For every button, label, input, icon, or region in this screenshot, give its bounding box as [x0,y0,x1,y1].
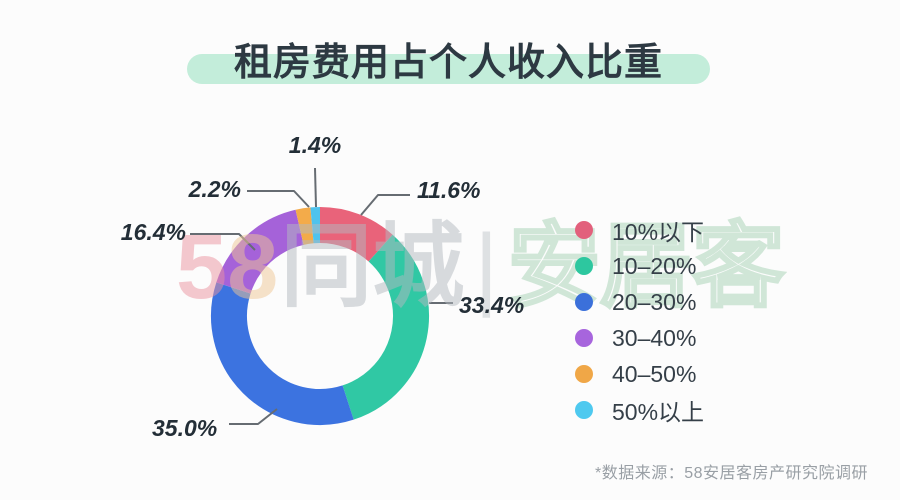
legend-item-50plus: 50%以上 [575,392,704,428]
leader-lines [190,167,453,425]
legend-label: 10–20% [612,252,697,279]
legend-label: 30–40% [612,324,697,351]
legend-label: 40–50% [612,360,697,387]
legend-item-30-40: 30–40% [575,320,704,356]
legend-label: 10%以下 [612,219,705,245]
leader-line-10below [360,194,410,216]
donut-segment-30-40% [216,209,305,295]
legend-dot-blue [575,293,593,311]
page-title: 租房费用占个人收入比重 [233,42,663,84]
value-label-10below: 11.6% [417,177,481,203]
legend-dot-orange [575,365,593,383]
legend-item-40-50: 40–50% [575,356,704,392]
legend: 10%以下 10–20% 20–30% 30–40% 40–50% 50%以上 [575,212,704,428]
value-label-10-20: 33.4% [459,292,525,318]
value-label-40-50: 2.2% [188,176,241,202]
leader-line-20-30 [229,408,278,425]
title-highlight-band [187,54,710,84]
donut-segments [211,206,429,425]
leader-line-40-50 [247,190,310,208]
legend-label: 20–30% [612,288,697,315]
donut-segment-20-30% [211,282,354,425]
leader-line-30-40 [190,233,256,251]
value-label-50plus: 1.4% [288,132,342,158]
legend-dot-teal [575,257,593,275]
legend-item-10below: 10%以下 [575,212,704,248]
donut-segment-40-50% [295,207,314,245]
donut-segment-10%以下 [319,207,393,262]
legend-dot-cyan [575,401,593,419]
legend-dot-red [575,221,593,239]
value-label-30-40: 16.4% [120,219,186,245]
legend-item-10-20: 10–20% [575,248,704,284]
legend-dot-purple [575,329,593,347]
donut-segment-10-20% [342,234,429,420]
value-label-20-30: 35.0% [152,415,218,441]
leader-line-50plus [314,167,317,208]
legend-label: 50%以上 [612,399,705,425]
legend-item-20-30: 20–30% [575,284,704,320]
data-source-note: *数据来源：58安居客房产研究院调研 [594,465,868,482]
